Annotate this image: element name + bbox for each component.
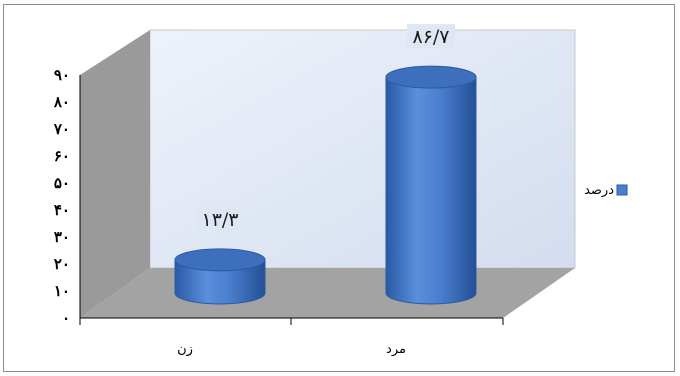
data-label-bg bbox=[196, 206, 244, 231]
y-tick-label: ۱۰ bbox=[54, 282, 70, 300]
bars: ۱۳/۳ ۸۶/۷ bbox=[174, 24, 477, 305]
y-tick-label: ۴۰ bbox=[54, 201, 70, 219]
data-label: ۱۳/۳ bbox=[201, 209, 238, 231]
legend-label: درصد bbox=[584, 183, 614, 198]
y-tick-label: ۸۰ bbox=[53, 93, 70, 111]
y-tick-label: ۹۰ bbox=[54, 66, 70, 84]
floor bbox=[80, 268, 575, 318]
cylinder-top bbox=[385, 65, 477, 89]
bar-1: ۸۶/۷ bbox=[385, 24, 477, 305]
data-label: ۸۶/۷ bbox=[412, 26, 449, 48]
y-tick-label: ۷۰ bbox=[53, 120, 70, 138]
cylinder-body bbox=[174, 259, 266, 305]
bar-0: ۱۳/۳ bbox=[174, 206, 266, 305]
x-category-label: مرد bbox=[386, 342, 406, 357]
back-wall bbox=[149, 29, 576, 269]
x-category-label: زن bbox=[177, 342, 193, 357]
y-tick-label: ۲۰ bbox=[54, 255, 70, 273]
y-tick-label: ۰ bbox=[62, 309, 70, 327]
side-wall bbox=[80, 30, 150, 318]
legend-swatch bbox=[616, 184, 628, 196]
y-tick-label: ۶۰ bbox=[54, 147, 70, 165]
cylinder-top bbox=[174, 248, 266, 272]
legend: درصد bbox=[584, 183, 628, 198]
cylinder-body bbox=[385, 76, 477, 305]
data-label-bg bbox=[407, 24, 455, 49]
y-tick-label: ۳۰ bbox=[54, 228, 70, 246]
y-tick-label: ۵۰ bbox=[54, 174, 70, 192]
category-labels: زن مرد bbox=[177, 342, 406, 357]
y-tick-labels: ۰ ۱۰ ۲۰ ۳۰ ۴۰ ۵۰ ۶۰ ۷۰ ۸۰ ۹۰ bbox=[53, 66, 70, 327]
